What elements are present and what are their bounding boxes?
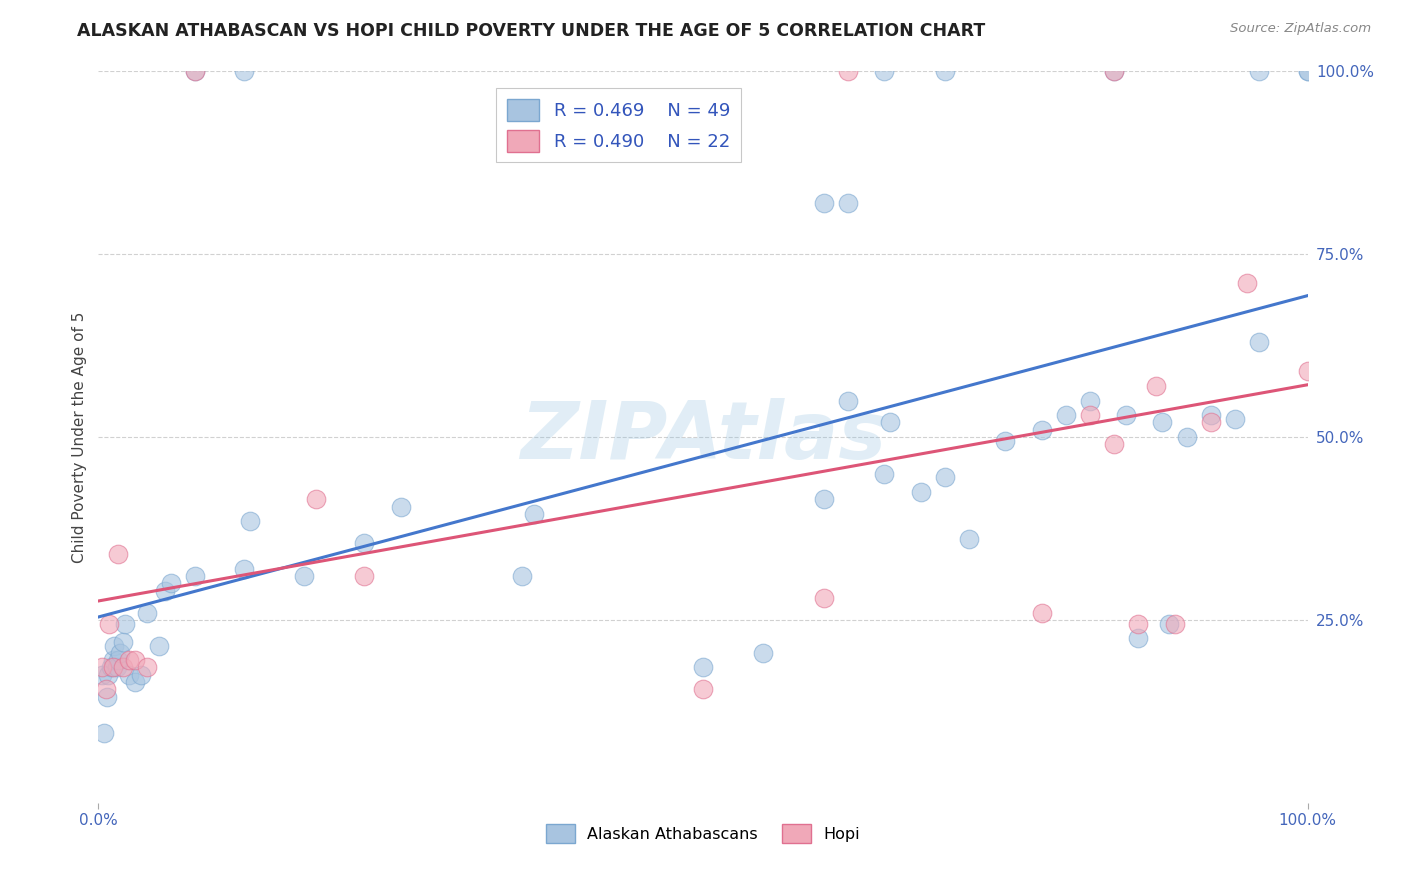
Point — [239, 514, 262, 528]
Point — [91, 667, 114, 681]
Point — [101, 660, 124, 674]
Point — [1128, 616, 1150, 631]
Point — [1163, 616, 1185, 631]
Point — [1249, 64, 1271, 78]
Point — [94, 682, 117, 697]
Point — [1152, 416, 1174, 430]
Point — [1031, 606, 1053, 620]
Point — [837, 196, 859, 211]
Point — [1054, 408, 1077, 422]
Point — [692, 660, 714, 674]
Point — [105, 660, 128, 674]
Point — [1236, 277, 1258, 291]
Point — [160, 576, 183, 591]
Point — [873, 467, 896, 481]
Point — [910, 485, 932, 500]
Point — [124, 653, 146, 667]
Point — [1102, 64, 1125, 78]
Point — [692, 682, 714, 697]
Text: ALASKAN ATHABASCAN VS HOPI CHILD POVERTY UNDER THE AGE OF 5 CORRELATION CHART: ALASKAN ATHABASCAN VS HOPI CHILD POVERTY… — [77, 22, 986, 40]
Point — [1175, 430, 1198, 444]
Point — [100, 660, 122, 674]
Point — [1157, 616, 1180, 631]
Point — [510, 569, 533, 583]
Point — [1249, 334, 1271, 349]
Point — [1296, 64, 1319, 78]
Point — [111, 635, 134, 649]
Point — [129, 667, 152, 681]
Point — [96, 690, 118, 704]
Point — [103, 639, 125, 653]
Point — [1102, 64, 1125, 78]
Point — [232, 562, 254, 576]
Point — [813, 196, 835, 211]
Point — [1146, 379, 1168, 393]
Point — [813, 492, 835, 507]
Point — [353, 536, 375, 550]
Point — [353, 569, 375, 583]
Point — [934, 470, 956, 484]
Point — [1078, 393, 1101, 408]
Point — [1115, 408, 1137, 422]
Point — [184, 569, 207, 583]
Point — [1102, 437, 1125, 451]
Point — [148, 639, 170, 653]
Point — [97, 667, 120, 681]
Point — [1296, 364, 1319, 378]
Point — [184, 64, 207, 78]
Y-axis label: Child Poverty Under the Age of 5: Child Poverty Under the Age of 5 — [72, 311, 87, 563]
Point — [1199, 416, 1222, 430]
Point — [124, 675, 146, 690]
Point — [879, 416, 901, 430]
Point — [107, 653, 129, 667]
Point — [752, 646, 775, 660]
Point — [1128, 632, 1150, 646]
Point — [994, 434, 1017, 448]
Point — [389, 500, 412, 514]
Point — [108, 646, 131, 660]
Point — [305, 492, 328, 507]
Point — [292, 569, 315, 583]
Point — [111, 660, 134, 674]
Point — [957, 533, 980, 547]
Point — [1078, 408, 1101, 422]
Point — [813, 591, 835, 605]
Point — [523, 507, 546, 521]
Point — [1296, 64, 1319, 78]
Point — [1223, 412, 1246, 426]
Text: Source: ZipAtlas.com: Source: ZipAtlas.com — [1230, 22, 1371, 36]
Point — [1199, 408, 1222, 422]
Point — [837, 393, 859, 408]
Text: ZIPAtlas: ZIPAtlas — [520, 398, 886, 476]
Point — [118, 653, 141, 667]
Point — [91, 660, 114, 674]
Point — [135, 660, 157, 674]
Point — [232, 64, 254, 78]
Point — [1031, 423, 1053, 437]
Point — [101, 653, 124, 667]
Point — [135, 606, 157, 620]
Point — [153, 583, 176, 598]
Point — [107, 547, 129, 561]
Legend: R = 0.469    N = 49, R = 0.490    N = 22: R = 0.469 N = 49, R = 0.490 N = 22 — [496, 87, 741, 162]
Point — [934, 64, 956, 78]
Point — [184, 64, 207, 78]
Point — [118, 667, 141, 681]
Point — [114, 616, 136, 631]
Point — [873, 64, 896, 78]
Point — [98, 616, 121, 631]
Point — [837, 64, 859, 78]
Point — [93, 726, 115, 740]
